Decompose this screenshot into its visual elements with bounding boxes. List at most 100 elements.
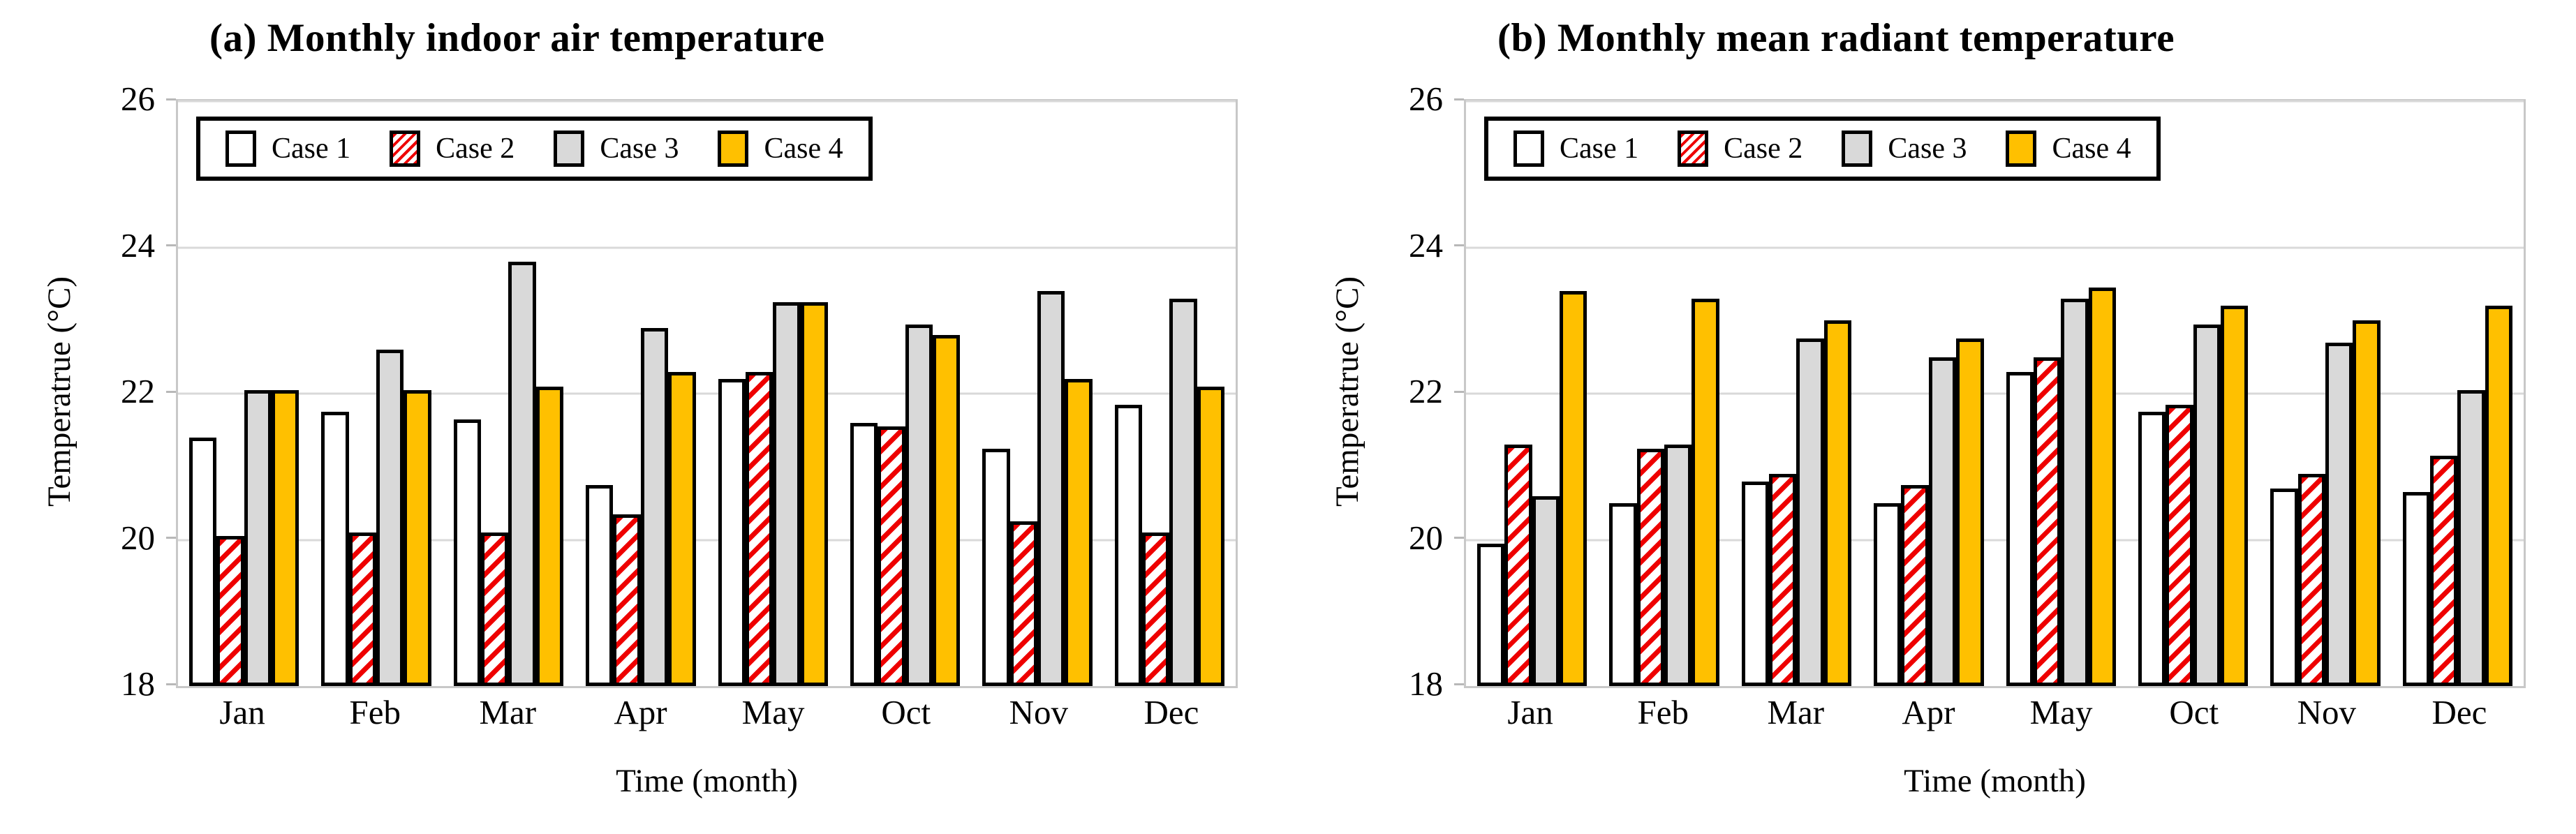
bar-case3-nov [2325, 342, 2353, 686]
bar-case4-feb [1692, 298, 1719, 686]
bar-case3-apr [640, 327, 669, 686]
bar-case2-mar [1769, 474, 1797, 686]
legend-label-case1: Case 1 [272, 133, 351, 165]
bar-group-apr [1863, 101, 1994, 686]
bar-case4-feb [404, 389, 431, 686]
bar-group-may [1995, 101, 2127, 686]
y-tick-label-26: 26 [121, 80, 155, 118]
bar-case2-may [745, 371, 773, 686]
bar-case4-jan [272, 389, 299, 686]
y-tick-mark [166, 537, 176, 539]
bar-case4-mar [535, 386, 564, 686]
bar-case3-jan [1532, 496, 1560, 686]
chart-b-title: (b) Monthly mean radiant temperature [1497, 16, 2175, 60]
chart-panel-b: (b) Monthly mean radiant temperature Tem… [1288, 0, 2576, 834]
chart-a-bars [178, 101, 1236, 686]
gridline-24 [178, 246, 1236, 248]
bar-group-feb [1598, 101, 1730, 686]
bar-case3-may [2061, 298, 2089, 686]
bar-case2-jan [1504, 445, 1532, 686]
bar-case2-nov [2297, 474, 2325, 686]
x-tick-label-dec: Dec [1143, 693, 1199, 731]
x-tick-label-may: May [741, 693, 805, 731]
y-tick-label-20: 20 [1409, 518, 1443, 557]
bar-case1-feb [1609, 503, 1637, 686]
bar-case4-nov [1065, 379, 1093, 686]
gridline-26 [178, 100, 1236, 103]
bar-case3-feb [376, 350, 404, 686]
bar-case3-jan [244, 389, 272, 686]
y-tick-mark [1454, 683, 1464, 685]
bar-group-apr [575, 101, 706, 686]
chart-b-legend: Case 1 Case 2 Case 3 Case 4 [1484, 117, 2161, 181]
bar-case3-mar [1796, 338, 1824, 686]
legend-label-case3: Case 3 [600, 133, 679, 165]
chart-a-plot-area: Case 1 Case 2 Case 3 Case 4 [176, 99, 1238, 688]
legend-label-case4: Case 4 [2052, 133, 2131, 165]
bar-case2-feb [1636, 448, 1665, 686]
bar-case1-dec [2402, 492, 2430, 686]
legend-swatch-white-icon [225, 131, 256, 167]
bar-group-oct [839, 101, 971, 686]
legend-item-case1: Case 1 [225, 131, 350, 167]
gridline-26 [1466, 100, 2524, 103]
y-tick-label-22: 22 [1409, 372, 1443, 410]
chart-a-x-axis-labels: Jan Feb Mar Apr May Oct Nov Dec [176, 692, 1238, 732]
bar-case1-may [718, 379, 746, 686]
legend-item-case2: Case 2 [390, 131, 515, 167]
y-tick-mark [1454, 537, 1464, 539]
bar-case2-feb [348, 533, 377, 686]
x-tick-label-nov: Nov [2297, 693, 2356, 731]
legend-swatch-gray-icon [1842, 131, 1873, 167]
bar-group-may [707, 101, 839, 686]
x-tick-label-dec: Dec [2431, 693, 2487, 731]
chart-b-gridlines [1466, 100, 2524, 686]
gridline-22 [178, 392, 1236, 395]
bar-case1-jan [189, 437, 217, 686]
y-tick-mark [166, 98, 176, 100]
y-tick-label-26: 26 [1409, 80, 1443, 118]
bar-case1-nov [2270, 489, 2298, 686]
bar-case4-may [800, 302, 828, 686]
bar-group-jan [178, 101, 310, 686]
bar-case2-oct [878, 426, 905, 686]
y-tick-mark [166, 683, 176, 685]
bar-case4-dec [1197, 386, 1224, 686]
bar-group-oct [2127, 101, 2259, 686]
chart-a-title: (a) Monthly indoor air temperature [209, 16, 825, 60]
bar-group-feb [310, 101, 442, 686]
bar-case1-apr [1874, 503, 1902, 686]
bar-group-dec [1104, 101, 1236, 686]
x-tick-label-jan: Jan [1507, 693, 1553, 731]
y-tick-mark [166, 244, 176, 246]
chart-a-gridlines [178, 100, 1236, 686]
bar-case4-oct [932, 335, 961, 686]
bar-case1-mar [453, 419, 482, 686]
x-tick-label-feb: Feb [1637, 693, 1689, 731]
x-tick-label-may: May [2029, 693, 2093, 731]
bar-case3-dec [2457, 389, 2485, 686]
y-tick-label-24: 24 [1409, 225, 1443, 265]
bar-case3-apr [1928, 357, 1957, 686]
x-tick-label-mar: Mar [479, 693, 537, 731]
chart-b-bars [1466, 101, 2524, 686]
bar-case4-jan [1560, 291, 1587, 686]
x-tick-label-nov: Nov [1009, 693, 1068, 731]
y-tick-label-20: 20 [121, 518, 155, 557]
bar-case2-dec [1141, 533, 1170, 686]
bar-case3-feb [1664, 445, 1692, 686]
bar-case4-nov [2353, 320, 2381, 686]
bar-case2-oct [2166, 404, 2193, 686]
bar-case1-jan [1477, 543, 1505, 686]
bar-case2-may [2033, 357, 2061, 686]
y-tick-label-22: 22 [121, 372, 155, 410]
bar-case3-oct [905, 324, 933, 686]
gridline-20 [178, 539, 1236, 541]
bar-group-nov [2259, 101, 2391, 686]
chart-a-x-axis-title: Time (month) [616, 763, 798, 799]
bar-case4-mar [1823, 320, 1852, 686]
bar-case1-nov [982, 448, 1010, 686]
y-tick-label-24: 24 [121, 225, 155, 265]
x-tick-label-jan: Jan [219, 693, 265, 731]
